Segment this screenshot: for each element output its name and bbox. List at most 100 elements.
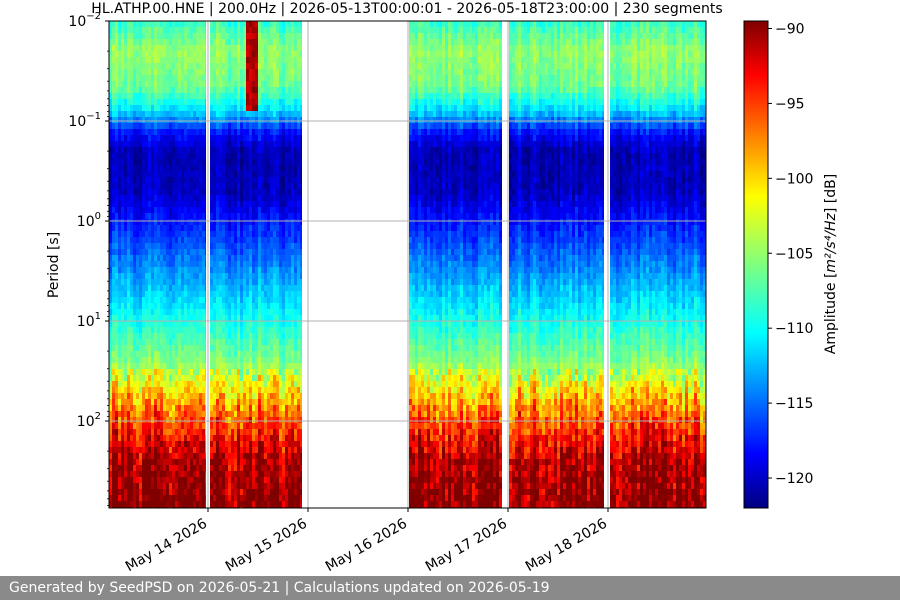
heatmap-cell xyxy=(243,93,246,99)
heatmap-cell xyxy=(282,357,285,363)
heatmap-cell xyxy=(118,381,121,387)
heatmap-cell xyxy=(190,255,193,261)
heatmap-cell xyxy=(136,159,139,165)
heatmap-cell xyxy=(264,147,267,153)
heatmap-cell xyxy=(237,165,240,171)
heatmap-cell xyxy=(219,465,222,471)
heatmap-cell xyxy=(213,351,216,357)
heatmap-cell xyxy=(112,255,115,261)
heatmap-cell xyxy=(184,483,187,489)
heatmap-cell xyxy=(252,159,255,165)
heatmap-cell xyxy=(285,225,288,231)
heatmap-cell xyxy=(237,177,240,183)
heatmap-cell xyxy=(199,393,202,399)
heatmap-cell xyxy=(246,297,249,303)
heatmap-cell xyxy=(249,153,252,159)
heatmap-cell xyxy=(240,45,243,51)
heatmap-cell xyxy=(190,339,193,345)
heatmap-cell xyxy=(184,147,187,153)
heatmap-cell xyxy=(231,147,234,153)
heatmap-cell xyxy=(261,321,264,327)
heatmap-cell xyxy=(231,381,234,387)
heatmap-cell xyxy=(255,75,258,81)
heatmap-cell xyxy=(181,351,184,357)
heatmap-cell xyxy=(267,141,270,147)
heatmap-cell xyxy=(222,153,225,159)
heatmap-cell xyxy=(258,87,261,93)
heatmap-cell xyxy=(276,267,279,273)
heatmap-cell xyxy=(199,195,202,201)
heatmap-cell xyxy=(252,33,255,39)
heatmap-cell xyxy=(255,33,258,39)
heatmap-cell xyxy=(163,249,166,255)
heatmap-cell xyxy=(148,339,151,345)
heatmap-cell xyxy=(133,393,136,399)
heatmap-cell xyxy=(133,225,136,231)
heatmap-cell xyxy=(187,363,190,369)
heatmap-cell xyxy=(255,357,258,363)
heatmap-cell xyxy=(234,339,237,345)
heatmap-cell xyxy=(172,327,175,333)
heatmap-cell xyxy=(276,423,279,429)
heatmap-cell xyxy=(193,147,196,153)
heatmap-cell xyxy=(264,279,267,285)
heatmap-cell xyxy=(112,363,115,369)
heatmap-cell xyxy=(193,231,196,237)
heatmap-cell xyxy=(249,333,252,339)
heatmap-cell xyxy=(121,417,124,423)
heatmap-cell xyxy=(216,213,219,219)
heatmap-cell xyxy=(249,135,252,141)
heatmap-cell xyxy=(231,375,234,381)
heatmap-cell xyxy=(222,201,225,207)
heatmap-cell xyxy=(249,393,252,399)
heatmap-cell xyxy=(199,255,202,261)
heatmap-cell xyxy=(258,213,261,219)
heatmap-cell xyxy=(121,69,124,75)
heatmap-cell xyxy=(246,153,249,159)
heatmap-cell xyxy=(169,261,172,267)
heatmap-cell xyxy=(279,369,282,375)
heatmap-cell xyxy=(264,123,267,129)
heatmap-cell xyxy=(142,399,145,405)
heatmap-cell xyxy=(261,417,264,423)
heatmap-cell xyxy=(130,57,133,63)
heatmap-cell xyxy=(237,369,240,375)
heatmap-cell xyxy=(270,489,273,495)
heatmap-cell xyxy=(243,45,246,51)
heatmap-cell xyxy=(258,321,261,327)
heatmap-cell xyxy=(157,153,160,159)
heatmap-cell xyxy=(285,501,288,507)
heatmap-cell xyxy=(118,237,121,243)
heatmap-cell xyxy=(190,411,193,417)
heatmap-cell xyxy=(205,471,206,477)
heatmap-cell xyxy=(184,63,187,69)
heatmap-cell xyxy=(151,165,154,171)
heatmap-cell xyxy=(121,501,124,507)
heatmap-cell xyxy=(288,81,291,87)
heatmap-cell xyxy=(213,381,216,387)
heatmap-cell xyxy=(261,459,264,465)
heatmap-cell xyxy=(291,129,294,135)
heatmap-cell xyxy=(127,165,130,171)
heatmap-cell xyxy=(202,141,205,147)
heatmap-cell xyxy=(270,309,273,315)
heatmap-cell xyxy=(258,339,261,345)
heatmap-cell xyxy=(172,261,175,267)
heatmap-cell xyxy=(145,393,148,399)
heatmap-cell xyxy=(175,501,178,507)
heatmap-cell xyxy=(270,399,273,405)
heatmap-cell xyxy=(151,285,154,291)
heatmap-cell xyxy=(142,51,145,57)
heatmap-cell xyxy=(166,93,169,99)
heatmap-cell xyxy=(246,81,249,87)
heatmap-cell xyxy=(148,297,151,303)
heatmap-cell xyxy=(288,453,291,459)
heatmap-cell xyxy=(255,363,258,369)
heatmap-cell xyxy=(231,39,234,45)
heatmap-cell xyxy=(151,237,154,243)
heatmap-cell xyxy=(237,141,240,147)
heatmap-cell xyxy=(243,219,246,225)
heatmap-cell xyxy=(270,243,273,249)
heatmap-cell xyxy=(282,105,285,111)
heatmap-cell xyxy=(288,255,291,261)
